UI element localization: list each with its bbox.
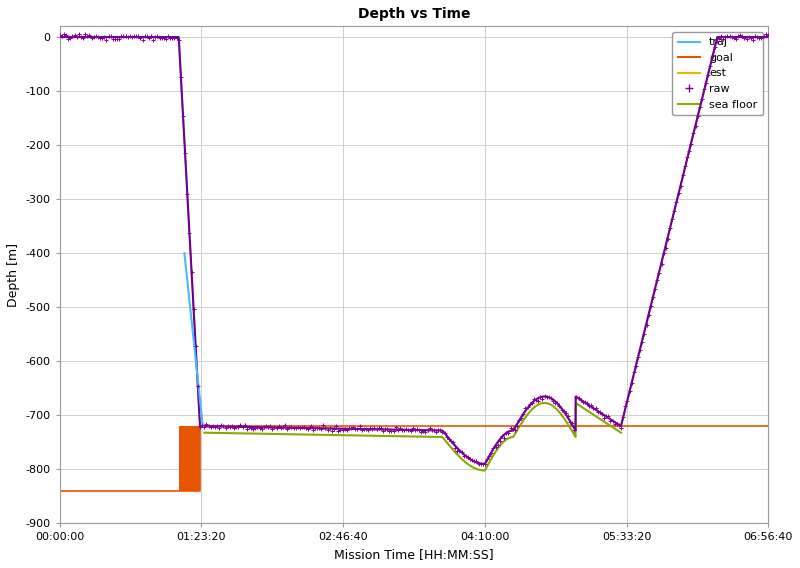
X-axis label: Mission Time [HH:MM:SS]: Mission Time [HH:MM:SS] — [334, 548, 494, 561]
Legend: traj, goal, est, raw, sea floor: traj, goal, est, raw, sea floor — [672, 32, 763, 115]
Y-axis label: Depth [m]: Depth [m] — [7, 243, 20, 307]
Polygon shape — [178, 426, 200, 491]
Title: Depth vs Time: Depth vs Time — [358, 7, 470, 21]
